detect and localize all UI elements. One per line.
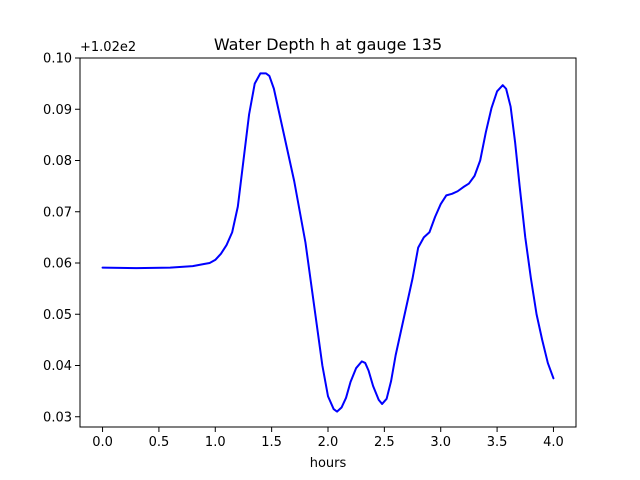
plot-area [101,72,555,413]
y-tick-label: 0.09 [43,103,72,118]
x-tick-label: 3.5 [487,435,508,450]
x-axis-label: hours [310,456,347,471]
y-tick-label: 0.03 [43,410,72,425]
y-tick-label: 0.06 [43,257,72,272]
x-tick-label: 0.5 [149,435,170,450]
x-tick-label: 2.0 [318,435,339,450]
y-tick-label: 0.08 [43,154,72,169]
x-tick-label: 4.0 [543,435,564,450]
y-tick-label: 0.07 [43,205,72,220]
series-line-0 [101,72,555,413]
x-tick-label: 1.5 [261,435,282,450]
x-tick-label: 1.0 [205,435,226,450]
y-tick-label: 0.10 [43,52,72,67]
axes: 0.0 0.5 1.0 1.5 2.0 2.5 3.0 3.5 4.0 0.03 0.04 0.05 0… [43,52,577,450]
y-tick-label: 0.04 [43,359,72,374]
y-offset-label: +1.02e2 [80,40,136,55]
x-tick-label: 3.0 [430,435,451,450]
plot-frame [79,57,577,428]
chart-title: Water Depth h at gauge 135 [214,35,442,54]
x-tick-label: 0.0 [92,435,113,450]
y-tick-label: 0.05 [43,308,72,323]
x-tick-label: 2.5 [374,435,395,450]
